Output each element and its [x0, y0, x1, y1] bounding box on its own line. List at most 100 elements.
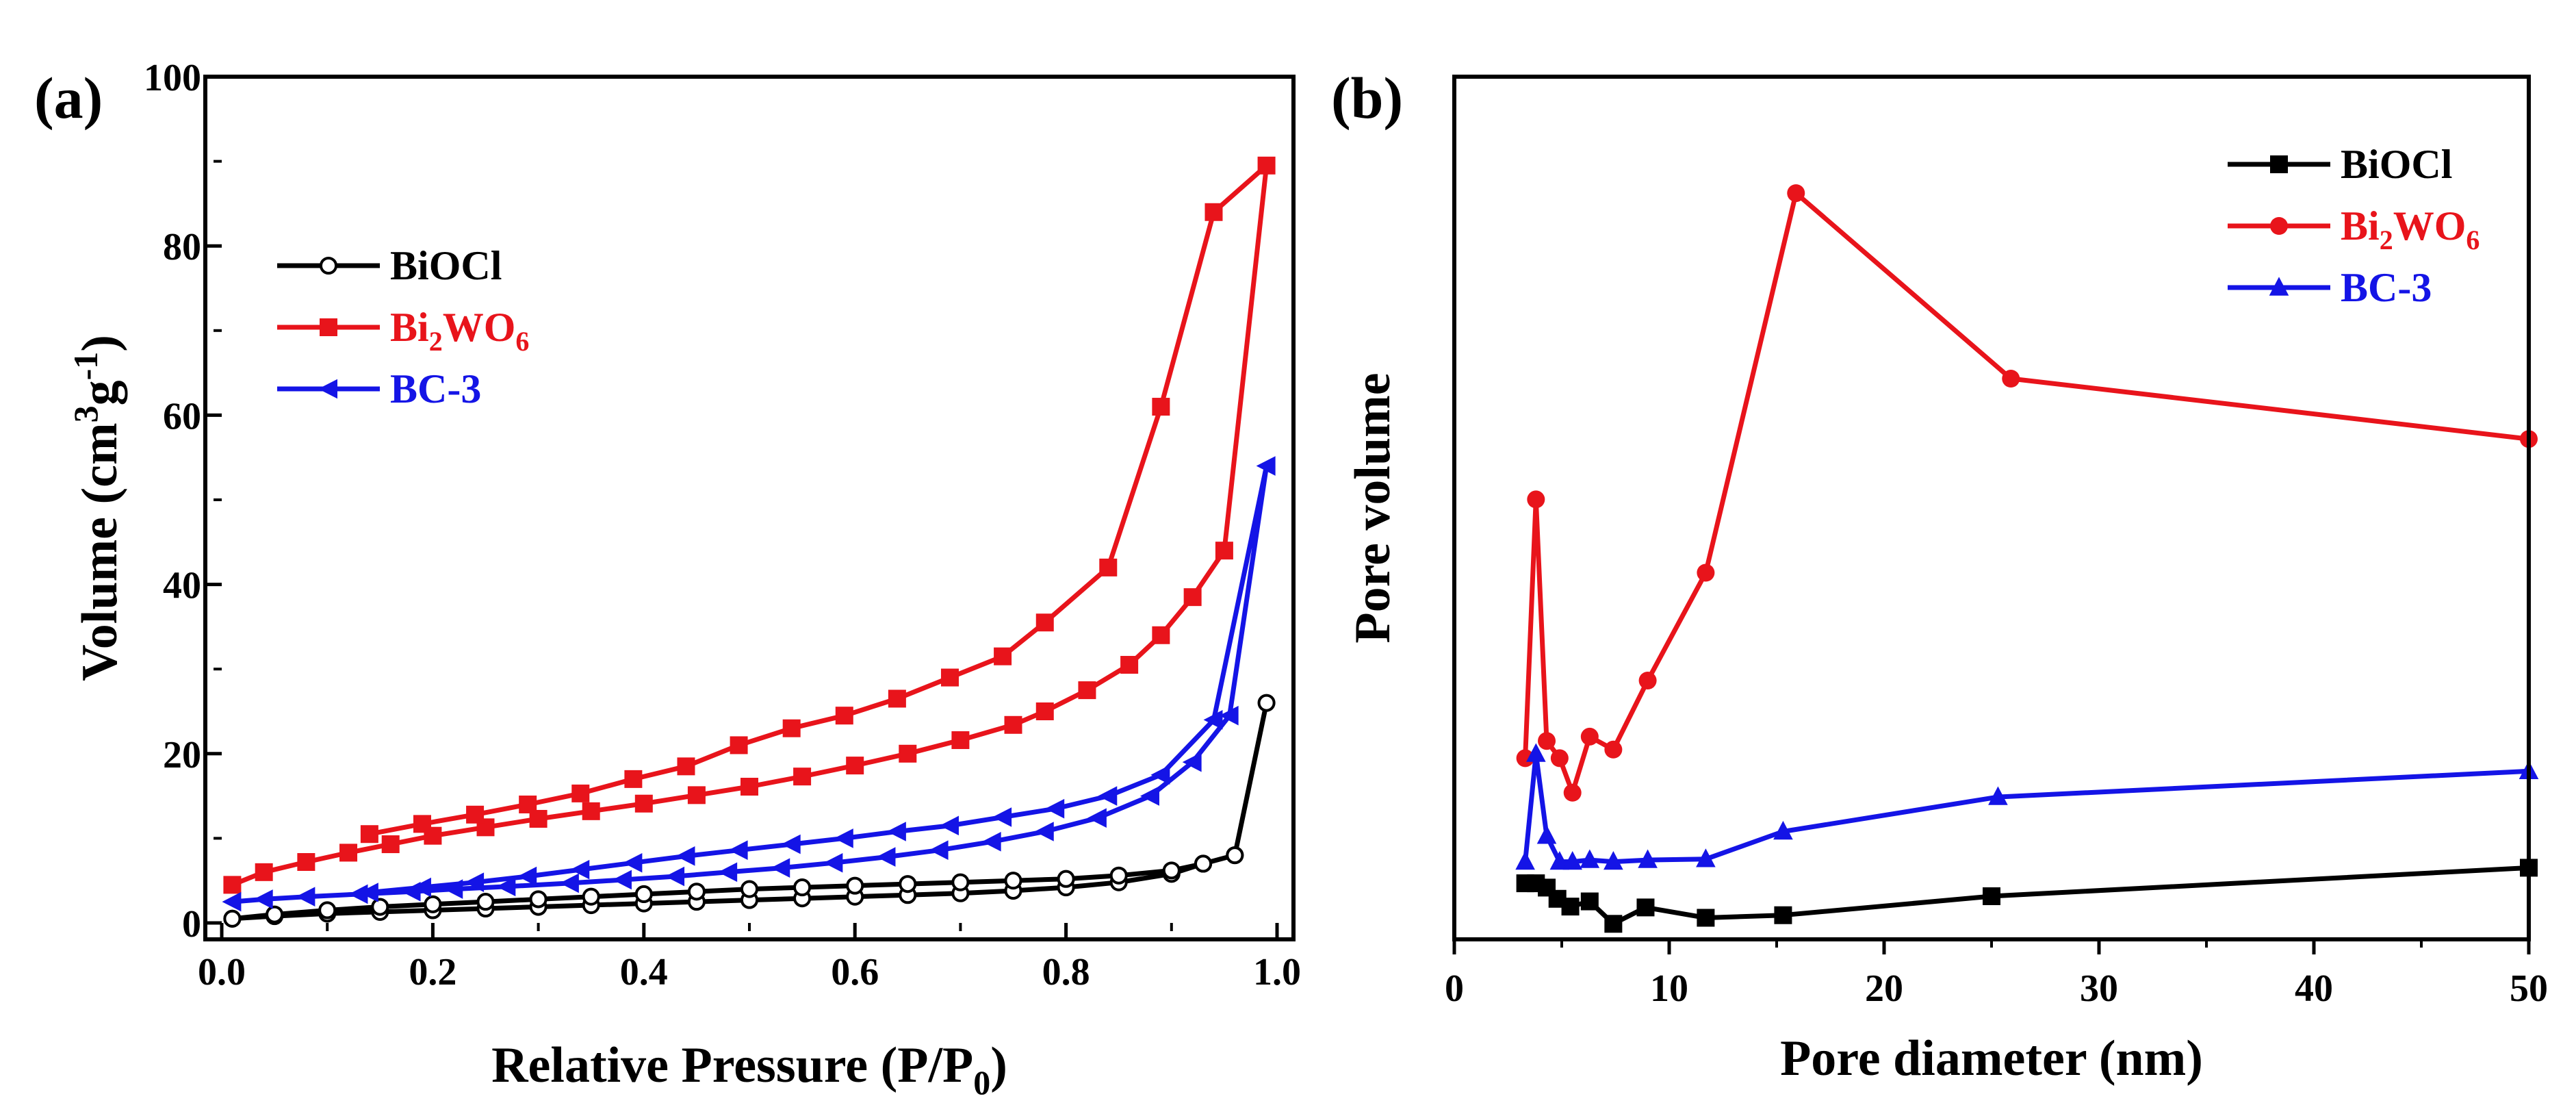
y-tick-label: 40: [163, 565, 201, 607]
point-bi2wo6: [339, 844, 358, 862]
point-bc-3: [465, 872, 485, 892]
legend-biocl-label: BiOCl: [2341, 142, 2452, 187]
point-biocl: [266, 905, 284, 924]
legend-item-biocl: BiOCl: [2228, 142, 2452, 187]
point-bi2wo6: [1516, 749, 1534, 768]
point-bc-3: [1034, 822, 1054, 841]
panel-b-x-axis-label: Pore diameter (nm): [1780, 1030, 2203, 1087]
point-bc-3: [1219, 705, 1239, 726]
point-bc-3: [1150, 765, 1170, 785]
series-bi2wo6: [223, 156, 1276, 894]
legend-marker-bi2wo6: [320, 318, 337, 336]
point-biocl: [1057, 870, 1075, 888]
legend-item-bi2wo6: Bi2WO6: [2228, 203, 2480, 255]
x-tick-label: 30: [2080, 967, 2118, 1010]
point-bi2wo6: [1205, 203, 1223, 221]
panel-a-ticks: 0.0 0.2 0.4 0.6 0.8 1.0 0 20 40 60 80 100: [144, 57, 1301, 993]
point-bc-3: [1045, 798, 1065, 819]
point-biocl: [793, 878, 812, 897]
point-biocl: [476, 893, 495, 911]
point-bc-3: [981, 832, 1001, 852]
y-tick-label: 100: [144, 57, 201, 99]
point-bc-3: [1696, 848, 1716, 867]
point-bi2wo6: [687, 786, 706, 804]
point-bi2wo6: [1257, 156, 1276, 175]
panel-a-x-axis-label: Relative Pressure (P/P0): [491, 1037, 1007, 1102]
point-bc-3: [1562, 851, 1582, 870]
point-bi2wo6: [888, 689, 906, 708]
series-bi2wo6: [1516, 184, 2538, 802]
line-bc-3: [1523, 751, 2529, 865]
point-biocl: [1983, 887, 2000, 905]
point-bi2wo6: [1035, 613, 1054, 632]
point-biocl: [846, 876, 864, 895]
panel-b-legend: BiOCl Bi2WO6 BC-3: [2228, 142, 2480, 310]
x-tick-label: 10: [1650, 967, 1688, 1010]
y-tick-label: 0: [182, 903, 201, 946]
point-biocl: [1604, 915, 1623, 933]
point-biocl: [951, 873, 970, 891]
point-bc-3: [1203, 710, 1223, 730]
point-bi2wo6: [1215, 542, 1233, 560]
point-bi2wo6: [677, 757, 695, 776]
point-bc-3: [771, 858, 790, 878]
legend-marker-biocl: [319, 256, 338, 275]
point-biocl: [1774, 906, 1792, 924]
point-bc-3: [1536, 825, 1557, 844]
point-biocl: [223, 909, 242, 928]
point-bc-3: [296, 887, 315, 906]
point-biocl: [1561, 898, 1580, 916]
x-tick-label: 0.6: [831, 951, 879, 993]
point-bi2wo6: [835, 707, 853, 725]
point-biocl: [1109, 866, 1128, 885]
point-bc-3: [570, 859, 590, 880]
panel-b-ticks: 0 10 20 30 40 50: [1445, 939, 2548, 1010]
point-bc-3: [1098, 786, 1118, 806]
point-bi2wo6: [466, 805, 485, 824]
point-bc-3: [718, 862, 738, 883]
legend-bc-3-label: BC-3: [2341, 265, 2432, 310]
legend-bc-3-label: BC-3: [390, 366, 481, 411]
point-bi2wo6: [1152, 626, 1170, 644]
point-bi2wo6: [1604, 740, 1623, 759]
panel-b-plot: [1515, 184, 2539, 933]
line-bi2wo6: [231, 163, 1270, 887]
point-biocl: [1194, 854, 1213, 873]
point-biocl: [318, 901, 337, 920]
point-bi2wo6: [1787, 184, 1805, 203]
series-biocl: [223, 694, 1276, 928]
point-bi2wo6: [413, 815, 431, 833]
point-bc-3: [623, 852, 643, 873]
point-biocl: [1636, 898, 1655, 917]
series-biocl: [1516, 859, 2538, 933]
legend-item-bi2wo6: Bi2WO6: [277, 305, 529, 357]
point-bi2wo6: [740, 778, 758, 796]
point-biocl: [740, 880, 759, 898]
point-bi2wo6: [1697, 563, 1715, 582]
point-biocl: [1580, 892, 1599, 911]
point-bc-3: [823, 852, 843, 873]
point-bc-3: [876, 847, 896, 867]
point-bc-3: [496, 876, 516, 897]
point-bi2wo6: [951, 731, 970, 750]
legend-item-bc-3: BC-3: [277, 366, 481, 411]
point-bi2wo6: [1538, 732, 1556, 750]
point-bc-3: [929, 840, 949, 861]
point-bi2wo6: [582, 802, 600, 820]
point-bc-3: [253, 889, 273, 909]
legend-item-biocl: BiOCl: [277, 243, 502, 288]
x-tick-label: 20: [1865, 967, 1903, 1010]
point-bi2wo6: [223, 876, 242, 894]
point-bc-3: [613, 870, 632, 890]
point-bi2wo6: [297, 853, 315, 872]
point-bc-3: [992, 807, 1012, 827]
panel-b-label: (b): [1331, 65, 1403, 131]
point-biocl: [1697, 909, 1715, 927]
legend-item-bc-3: BC-3: [2228, 265, 2432, 310]
point-bc-3: [1580, 849, 1600, 868]
point-bi2wo6: [1183, 588, 1202, 607]
series-bc-3: [1515, 743, 2539, 870]
point-biocl: [1257, 694, 1276, 712]
point-bi2wo6: [255, 863, 273, 881]
